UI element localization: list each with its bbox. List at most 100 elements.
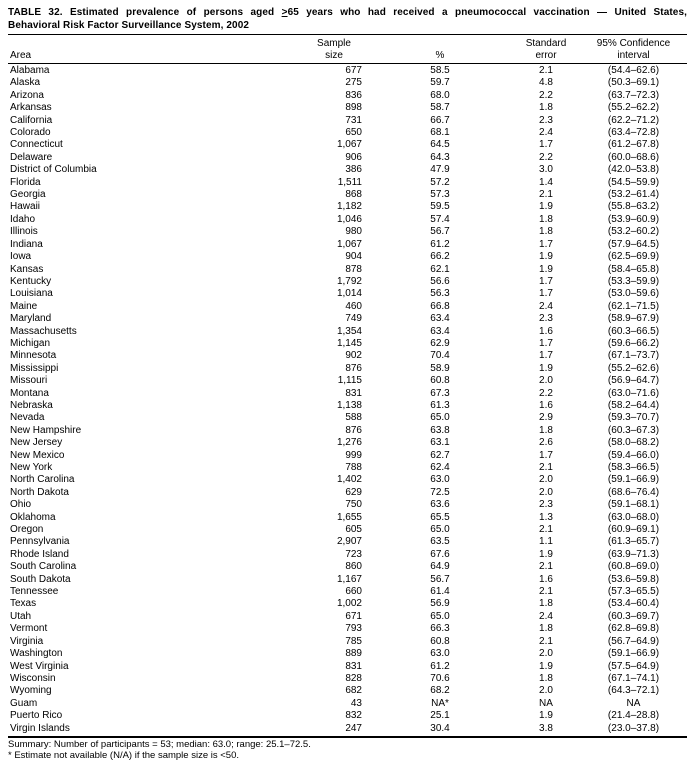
sample-size-cell: 275	[345, 77, 362, 89]
confidence-interval-cell: (23.0–37.8)	[607, 722, 660, 734]
area-cell: Mississippi	[10, 362, 59, 374]
confidence-interval-cell: (53.2–60.2)	[607, 226, 660, 238]
area-cell: Wyoming	[10, 685, 52, 697]
percent-cell: 70.4	[430, 350, 450, 362]
title-rule	[8, 34, 687, 35]
sample-size-cell: 605	[345, 524, 362, 536]
confidence-interval-cell: (60.3–66.5)	[607, 325, 660, 337]
area-cell: New Jersey	[10, 437, 63, 449]
sample-size-cell: 898	[345, 102, 362, 114]
confidence-interval-cell: (53.3–59.9)	[607, 275, 660, 287]
confidence-interval-cell: (62.1–71.5)	[607, 300, 660, 312]
confidence-interval-cell: (53.0–59.6)	[607, 288, 660, 300]
area-cell: West Virginia	[10, 660, 69, 672]
sample-size-cell: 1,115	[337, 375, 362, 387]
standard-error-cell: 2.3	[539, 313, 553, 325]
confidence-interval-cell: (57.3–65.5)	[607, 586, 660, 598]
confidence-interval-cell: (62.5–69.9)	[607, 251, 660, 263]
percent-cell: 25.1	[430, 710, 450, 722]
table-row: Washington 889 63.0 2.0 (59.1–66.9)	[8, 648, 687, 660]
sample-size-cell: 386	[345, 164, 362, 176]
area-cell: Texas	[10, 598, 37, 610]
area-cell: Indiana	[10, 238, 43, 250]
percent-cell: 61.3	[430, 399, 450, 411]
percent-cell: 62.9	[430, 337, 450, 349]
percent-cell: 61.2	[430, 238, 450, 250]
area-cell: North Dakota	[10, 486, 69, 498]
sample-size-cell: 906	[345, 151, 362, 163]
area-cell: Rhode Island	[10, 548, 69, 560]
area-cell: Alabama	[10, 65, 50, 76]
standard-error-cell: 1.7	[539, 238, 553, 250]
standard-error-cell: 1.8	[539, 424, 553, 436]
area-cell: Michigan	[10, 337, 51, 349]
sample-size-cell: 749	[345, 313, 362, 325]
standard-error-cell: 2.0	[539, 685, 553, 697]
confidence-interval-cell: (58.2–64.4)	[607, 399, 660, 411]
area-cell: Oregon	[10, 524, 44, 536]
confidence-interval-cell: (58.4–65.8)	[607, 263, 660, 275]
confidence-interval-cell: (58.3–66.5)	[607, 462, 660, 473]
area-cell: Pennsylvania	[10, 536, 70, 548]
confidence-interval-cell: (57.5–64.9)	[607, 660, 660, 672]
standard-error-cell: 2.2	[539, 151, 553, 163]
sample-size-cell: 2,907	[336, 536, 362, 548]
table-row: New York 788 62.4 2.1 (58.3–66.5)	[8, 462, 687, 474]
sample-size-cell: 1,182	[336, 201, 362, 213]
sample-size-cell: 1,014	[336, 288, 362, 300]
table-row: Vermont 793 66.3 1.8 (62.8–69.8)	[8, 623, 687, 635]
sample-size-cell: 831	[345, 387, 362, 399]
standard-error-cell: 1.9	[539, 251, 553, 263]
area-cell: South Carolina	[10, 561, 77, 573]
percent-cell: 59.5	[430, 201, 450, 213]
standard-error-cell: 1.8	[539, 226, 553, 238]
sample-size-cell: 1,354	[336, 325, 362, 337]
confidence-interval-cell: (63.0–71.6)	[607, 387, 660, 399]
percent-cell: 58.7	[430, 102, 450, 114]
area-cell: Idaho	[10, 213, 36, 225]
table-row: Nevada 588 65.0 2.9 (59.3–70.7)	[8, 412, 687, 424]
area-cell: Guam	[10, 697, 38, 709]
standard-error-cell: 1.7	[539, 139, 553, 151]
area-cell: Puerto Rico	[10, 710, 63, 722]
standard-error-cell: 1.9	[539, 660, 553, 672]
percent-cell: 56.9	[430, 598, 450, 610]
confidence-interval-cell: (55.8–63.2)	[607, 201, 660, 213]
area-cell: Florida	[10, 176, 41, 188]
percent-cell: 65.0	[430, 412, 450, 424]
prevalence-table: Area Sample size % Standard error 95% Co…	[8, 36, 687, 735]
standard-error-cell: 2.4	[539, 300, 553, 312]
table-row: Oregon 605 65.0 2.1 (60.9–69.1)	[8, 524, 687, 536]
table-title-line2: Behavioral Risk Factor Surveillance Syst…	[8, 20, 250, 31]
confidence-interval-cell: (60.9–69.1)	[607, 524, 660, 536]
sample-size-cell: 828	[345, 672, 362, 684]
sample-size-cell: 1,067	[336, 139, 362, 151]
area-cell: Arizona	[10, 89, 44, 101]
table-row: Ohio 750 63.6 2.3 (59.1–68.1)	[8, 499, 687, 511]
confidence-interval-cell: (55.2–62.2)	[607, 102, 660, 114]
table-row: District of Columbia 386 47.9 3.0 (42.0–53.8…	[8, 164, 687, 176]
percent-cell: 64.3	[430, 151, 450, 163]
confidence-interval-cell: (53.4–60.4)	[607, 598, 660, 610]
confidence-interval-cell: (61.3–65.7)	[607, 536, 660, 548]
table-row: Indiana 1,067 61.2 1.7 (57.9–64.5)	[8, 239, 687, 251]
sample-size-cell: 1,167	[336, 573, 362, 585]
table-row: Utah 671 65.0 2.4 (60.3–69.7)	[8, 611, 687, 623]
confidence-interval-cell: (60.3–69.7)	[607, 610, 660, 622]
table-row: North Dakota 629 72.5 2.0 (68.6–76.4)	[8, 487, 687, 499]
sample-size-cell: 878	[345, 263, 362, 275]
sample-size-cell: 832	[345, 710, 362, 722]
standard-error-cell: 1.9	[539, 710, 553, 722]
table-row: Arkansas 898 58.7 1.8 (55.2–62.2)	[8, 102, 687, 114]
table-row: Maine 460 66.8 2.4 (62.1–71.5)	[8, 301, 687, 313]
sample-size-cell: 889	[345, 648, 362, 660]
area-cell: Iowa	[10, 251, 32, 263]
col-header-ci-line1: 95% Confidence	[596, 38, 671, 49]
percent-cell: 63.5	[430, 536, 450, 548]
table-row: New Hampshire 876 63.8 1.8 (60.3–67.3)	[8, 425, 687, 437]
confidence-interval-cell: (54.4–62.6)	[607, 65, 660, 76]
sample-size-cell: 999	[345, 449, 362, 461]
percent-cell: 56.3	[430, 288, 450, 300]
table-row: Oklahoma 1,655 65.5 1.3 (63.0–68.0)	[8, 512, 687, 524]
